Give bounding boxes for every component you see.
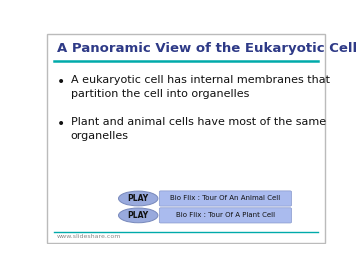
FancyBboxPatch shape <box>159 208 291 223</box>
FancyBboxPatch shape <box>47 34 325 243</box>
Ellipse shape <box>118 191 158 206</box>
Text: A eukaryotic cell has internal membranes that
partition the cell into organelles: A eukaryotic cell has internal membranes… <box>71 75 330 99</box>
FancyBboxPatch shape <box>159 191 291 206</box>
Text: www.slideshare.com: www.slideshare.com <box>57 234 121 239</box>
Text: PLAY: PLAY <box>128 194 149 203</box>
Text: •: • <box>57 75 65 89</box>
Text: Plant and animal cells have most of the same
organelles: Plant and animal cells have most of the … <box>71 117 326 141</box>
Text: A Panoramic View of the Eukaryotic Cell: A Panoramic View of the Eukaryotic Cell <box>57 42 357 55</box>
Text: •: • <box>57 117 65 131</box>
Text: Bio Flix : Tour Of An Animal Cell: Bio Flix : Tour Of An Animal Cell <box>170 196 281 201</box>
Text: Bio Flix : Tour Of A Plant Cell: Bio Flix : Tour Of A Plant Cell <box>176 212 275 218</box>
Ellipse shape <box>118 208 158 223</box>
Text: PLAY: PLAY <box>128 211 149 220</box>
